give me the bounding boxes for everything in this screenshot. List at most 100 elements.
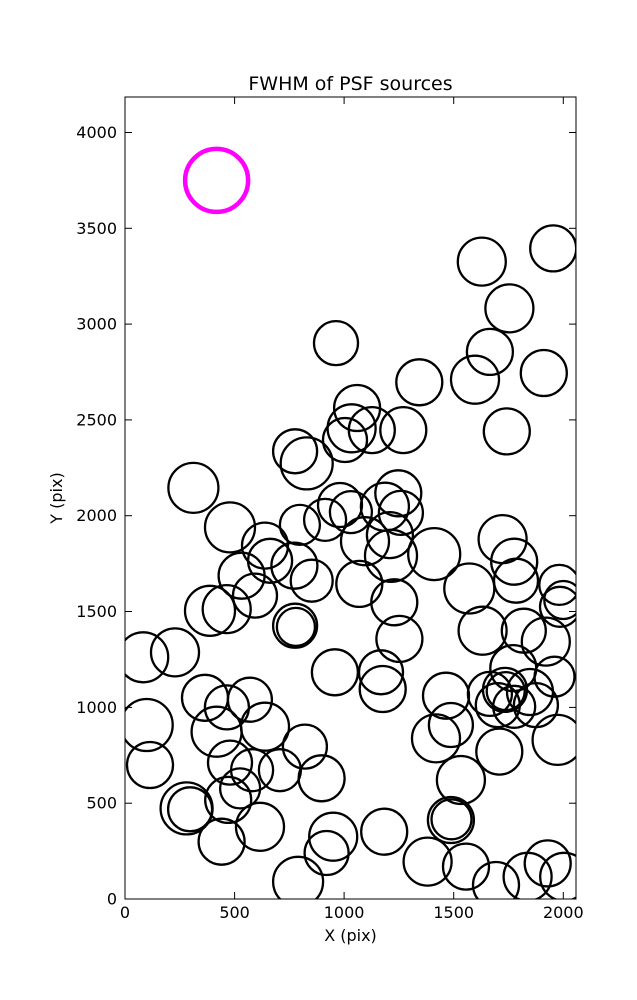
psf-circle — [271, 428, 319, 475]
psf-circle — [407, 526, 462, 582]
x-tick-label: 1500 — [433, 903, 474, 922]
psf-circle — [166, 786, 214, 833]
psf-circle — [456, 236, 507, 287]
psf-circle — [523, 839, 572, 888]
psf-circle — [370, 578, 419, 627]
psf-circle — [297, 754, 346, 803]
psf-circle — [347, 405, 396, 455]
x-tick-label: 1000 — [324, 903, 365, 922]
psf-circle — [310, 648, 360, 697]
y-axis-label: Y (pix) — [47, 472, 66, 524]
psf-circle — [234, 801, 286, 852]
psf-circle — [239, 701, 291, 752]
psf-circle — [201, 583, 252, 635]
psf-circle — [474, 681, 521, 729]
psf-circle — [281, 723, 329, 770]
psf-circle — [125, 740, 175, 790]
psf-circle — [374, 469, 423, 518]
psf-circle — [421, 671, 471, 720]
psf-circle — [197, 817, 246, 866]
x-tick-label: 2000 — [543, 903, 584, 922]
chart-title: FWHM of PSF sources — [248, 73, 452, 95]
psf-circle — [475, 727, 524, 776]
psf-circle — [365, 510, 415, 560]
psf-circle — [520, 616, 571, 667]
psf-circle — [539, 851, 576, 899]
psf-circle — [204, 775, 253, 825]
psf-circle — [377, 489, 425, 537]
psf-circle — [538, 585, 576, 628]
psf-circle — [303, 829, 350, 877]
psf-circle — [289, 558, 334, 603]
psf-circle — [543, 579, 576, 621]
psf-circle — [271, 602, 319, 649]
psf-circle — [125, 631, 170, 684]
psf-circle — [519, 348, 568, 398]
psf-circle — [471, 860, 521, 899]
psf-circle — [358, 664, 407, 714]
psf-circle — [360, 807, 409, 856]
psf-circle — [363, 528, 419, 583]
psf-circle — [484, 283, 535, 334]
psf-circle — [375, 614, 424, 664]
psf-circle — [278, 503, 322, 547]
y-tick-label: 500 — [86, 794, 117, 813]
y-tick-label: 3000 — [76, 315, 117, 334]
psf-circle — [533, 655, 576, 698]
axes-frame — [124, 96, 577, 900]
psf-circle — [218, 767, 262, 810]
y-tick-label: 0 — [107, 890, 117, 909]
axes-layer: 0 500 1000 1500 2000 0 500 1000 1500 2000 2500 3000… — [76, 96, 584, 922]
psf-circle — [402, 836, 453, 887]
psf-circle — [125, 697, 174, 753]
psf-circle — [270, 541, 319, 590]
psf-circle — [457, 605, 508, 656]
y-tick-label: 1500 — [76, 602, 117, 621]
psf-circle — [183, 584, 237, 637]
psf-circle — [335, 559, 384, 609]
psf-circle — [490, 537, 539, 586]
y-tick-label: 1000 — [76, 698, 117, 717]
psf-circle — [246, 537, 294, 584]
psf-circle — [410, 713, 462, 764]
psf-circles-layer — [125, 146, 576, 899]
psf-circle — [226, 676, 274, 723]
y-tick-label: 4000 — [76, 123, 117, 142]
psf-circle — [271, 855, 325, 899]
psf-circle — [190, 705, 243, 758]
psf-circle — [203, 501, 257, 554]
y-tick-label: 3500 — [76, 219, 117, 238]
psf-circle — [229, 748, 275, 793]
psf-circle — [308, 811, 359, 862]
psf-circle — [435, 754, 487, 806]
psf-circle — [379, 405, 428, 455]
psf-circle — [443, 562, 496, 615]
psf-circle — [441, 842, 491, 891]
psf-circle — [426, 795, 476, 845]
psf-circle — [275, 606, 317, 648]
x-axis-label: X (pix) — [324, 926, 377, 945]
psf-circle — [529, 224, 576, 273]
psf-circle — [430, 798, 473, 841]
y-tick-label: 2000 — [76, 506, 117, 525]
x-tick-label: 0 — [120, 903, 130, 922]
highlight-psf-circle — [182, 146, 251, 215]
psf-circle — [231, 572, 279, 619]
psf-circle — [206, 739, 254, 786]
psf-circle — [531, 713, 576, 767]
psf-circle — [482, 407, 531, 456]
psf-circle — [312, 319, 360, 367]
psf-circle — [339, 516, 391, 567]
psf-circle — [257, 748, 303, 793]
psf-circle — [328, 489, 374, 535]
psf-circle — [167, 461, 220, 515]
psf-circle — [492, 684, 537, 729]
psf-circle — [502, 851, 553, 899]
psf-circle — [357, 649, 405, 696]
psf-circle — [395, 358, 444, 407]
psf-circle — [240, 521, 290, 570]
psf-circle — [279, 436, 334, 491]
psf-circle — [538, 563, 576, 607]
